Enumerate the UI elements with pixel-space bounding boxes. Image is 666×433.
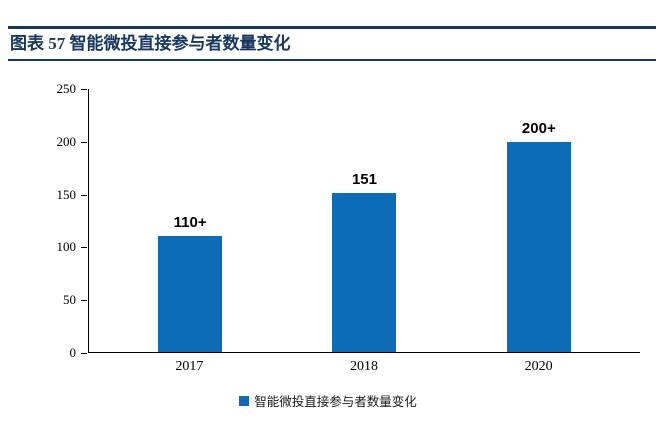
bar-group: 151	[277, 89, 451, 352]
y-tick-label: 50	[63, 292, 87, 308]
x-tick-label: 2020	[524, 359, 553, 374]
legend-label: 智能微投直接参与者数量变化	[254, 395, 417, 409]
bar-value-label: 110+	[173, 214, 207, 232]
bars: 110+ 151 200+	[89, 89, 640, 352]
y-tick-label: 0	[69, 345, 86, 360]
x-tick-label: 2017	[175, 359, 204, 374]
bar	[158, 236, 223, 352]
bar-group: 200+	[452, 89, 626, 352]
figure-title: 图表 57 智能微投直接参与者数量变化	[10, 34, 291, 53]
y-tick-label: 150	[56, 186, 87, 202]
y-tick-label: 200	[56, 133, 87, 149]
title-divider	[8, 59, 656, 61]
y-tick-label: 250	[56, 81, 87, 96]
bar-value-label: 151	[351, 171, 377, 189]
legend-swatch-icon	[239, 395, 250, 406]
top-divider	[8, 26, 656, 29]
y-tick-label: 100	[56, 239, 87, 255]
bar	[506, 141, 571, 352]
bar-group: 110+	[103, 89, 277, 352]
y-axis: 0 50 100 150 200 250	[16, 81, 88, 360]
bar-value-label: 200+	[521, 119, 556, 137]
bar	[332, 193, 397, 352]
bar-chart: 0 50 100 150 200 250 110+ 151 200+ 2017 2018 2020…	[16, 81, 640, 410]
figure-header: 图表 57 智能微投直接参与者数量变化	[8, 26, 656, 61]
plot-row: 0 50 100 150 200 250 110+ 151 200+	[16, 81, 640, 360]
plot-area: 110+ 151 200+	[88, 89, 640, 353]
chart-legend: 智能微投直接参与者数量变化	[16, 391, 640, 410]
x-tick-label: 2018	[350, 359, 378, 374]
x-labels: 2017 2018 2020	[88, 353, 640, 375]
